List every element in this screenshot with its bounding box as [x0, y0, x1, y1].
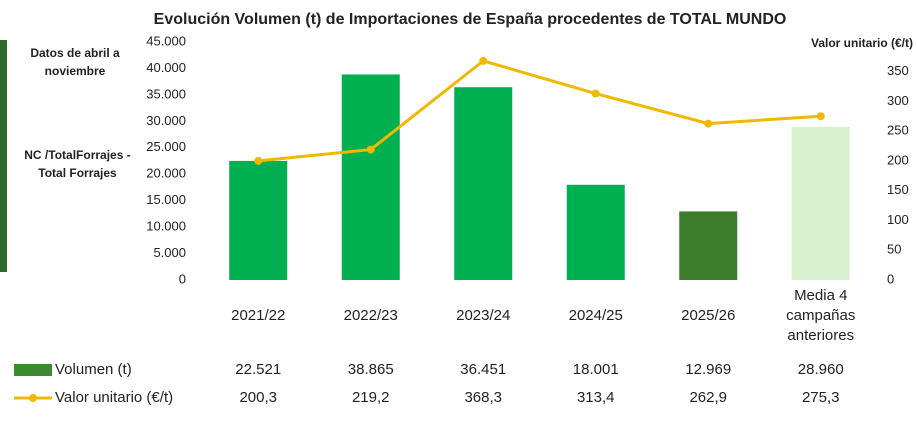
- annotation: NC /TotalForrajes - Total Forrajes: [24, 148, 131, 180]
- bar: [566, 184, 625, 280]
- table-value: 313,4: [577, 389, 615, 406]
- y-tick-label: 20.000: [146, 166, 186, 181]
- y-tick-label: 0: [179, 271, 186, 286]
- edge-decoration: [0, 40, 7, 272]
- line-marker: [704, 119, 713, 128]
- table-value: 12.969: [685, 361, 731, 378]
- y-tick-label: 35.000: [146, 86, 186, 101]
- bar: [454, 87, 513, 280]
- legend-label: Volumen (t): [55, 361, 132, 378]
- x-tick-label: 2024/25: [568, 307, 623, 324]
- y2-axis-label: Valor unitario (€/t): [811, 36, 913, 50]
- bar: [791, 126, 850, 281]
- y-tick-label: 45.000: [146, 33, 186, 48]
- y2-tick-label: 50: [887, 242, 901, 257]
- table-value: 28.960: [798, 361, 844, 378]
- y2-tick-label: 0: [887, 271, 894, 286]
- x-tick-label: 2023/24: [456, 307, 511, 324]
- y-tick-label: 40.000: [146, 60, 186, 75]
- y-tick-label: 30.000: [146, 113, 186, 128]
- table-value: 368,3: [464, 389, 502, 406]
- line-marker: [816, 112, 825, 121]
- legend-swatch: [14, 364, 52, 376]
- annotation: Datos de abril a noviembre: [30, 46, 120, 78]
- table-value: 200,3: [239, 389, 277, 406]
- line: [258, 59, 821, 163]
- bar: [229, 160, 288, 280]
- y2-tick-label: 100: [887, 212, 909, 227]
- x-tick-label: 2021/22: [231, 307, 286, 324]
- y-tick-label: 15.000: [146, 192, 186, 207]
- y2-tick-label: 200: [887, 152, 909, 167]
- y2-tick-label: 150: [887, 182, 909, 197]
- table-value: 38.865: [348, 361, 394, 378]
- y-tick-label: 5.000: [153, 245, 186, 260]
- y-tick-label: 10.000: [146, 219, 186, 234]
- bar: [341, 74, 400, 281]
- y2-tick-label: 250: [887, 123, 909, 138]
- chart-title: Evolución Volumen (t) de Importaciones d…: [154, 11, 787, 28]
- x-tick-label: Media 4 campañas anteriores: [786, 287, 856, 344]
- table-value: 22.521: [235, 361, 281, 378]
- y-tick-label: 25.000: [146, 139, 186, 154]
- table-value: 219,2: [352, 389, 390, 406]
- table-value: 18.001: [573, 361, 619, 378]
- table-value: 262,9: [689, 389, 727, 406]
- y2-tick-label: 300: [887, 93, 909, 108]
- x-tick-label: 2025/26: [681, 307, 736, 324]
- y2-tick-label: 350: [887, 63, 909, 78]
- line-marker: [479, 56, 488, 65]
- x-tick-label: 2022/23: [343, 307, 398, 324]
- line-marker: [591, 89, 600, 98]
- table-value: 275,3: [802, 389, 840, 406]
- legend-label: Valor unitario (€/t): [55, 389, 173, 406]
- line-marker: [254, 156, 263, 165]
- table-value: 36.451: [460, 361, 506, 378]
- bar: [679, 211, 738, 280]
- line-marker: [366, 145, 375, 154]
- legend-swatch: [29, 394, 37, 402]
